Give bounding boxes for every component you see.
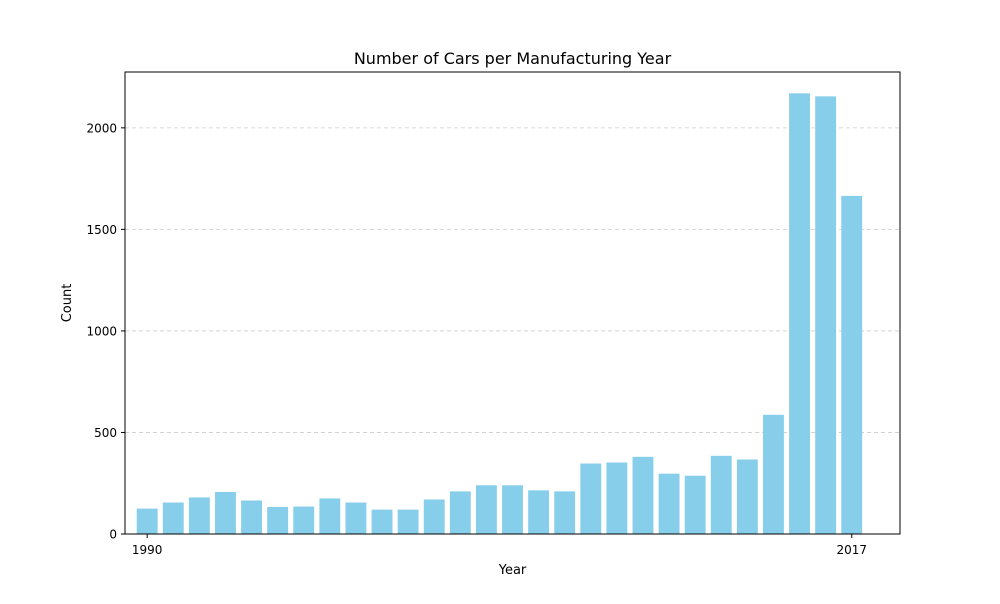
bar-2001: [423, 499, 445, 534]
bar-1990: [136, 508, 158, 534]
y-axis-label: Count: [60, 284, 75, 323]
x-tick-label: 2017: [836, 543, 867, 557]
bars: [136, 93, 863, 535]
y-tick-label: 500: [94, 426, 117, 440]
bar-2010: [658, 473, 680, 534]
bar-1993: [215, 491, 236, 534]
bar-2012: [710, 455, 732, 534]
y-tick-label: 2000: [86, 121, 117, 135]
bar-1994: [241, 500, 262, 534]
bar-1992: [188, 497, 210, 534]
bar-2016: [815, 96, 837, 534]
bar-2009: [632, 456, 654, 534]
gridlines: [125, 127, 900, 433]
bar-2013: [736, 459, 758, 534]
y-tick-label: 1500: [86, 223, 117, 237]
bar-1995: [267, 506, 289, 534]
bar-2007: [580, 463, 602, 534]
bar-1996: [293, 506, 315, 534]
y-axis: 0 500 1000 1500 2000: [86, 121, 125, 542]
y-tick-label: 0: [109, 528, 117, 542]
bar-1998: [345, 502, 367, 534]
x-tick-label: 1990: [132, 543, 163, 557]
bar-1991: [162, 502, 184, 534]
x-axis-label: Year: [498, 563, 527, 578]
plot-frame: [124, 71, 901, 535]
bar-2002: [449, 491, 471, 534]
bar-2006: [554, 491, 576, 534]
y-tick-label: 1000: [86, 324, 117, 338]
bar-2000: [397, 509, 419, 534]
x-axis: 1990 2017: [132, 534, 867, 557]
bar-2008: [606, 462, 628, 534]
bar-1999: [371, 509, 393, 534]
bar-2005: [528, 490, 550, 534]
bar-2003: [475, 485, 497, 534]
bar-2015: [789, 93, 810, 535]
bar-2004: [502, 485, 523, 534]
bar-2014: [763, 414, 784, 534]
chart-title: Number of Cars per Manufacturing Year: [354, 49, 672, 68]
bar-2017: [841, 195, 863, 534]
bar-1997: [319, 498, 341, 534]
bar-2011: [684, 475, 706, 534]
